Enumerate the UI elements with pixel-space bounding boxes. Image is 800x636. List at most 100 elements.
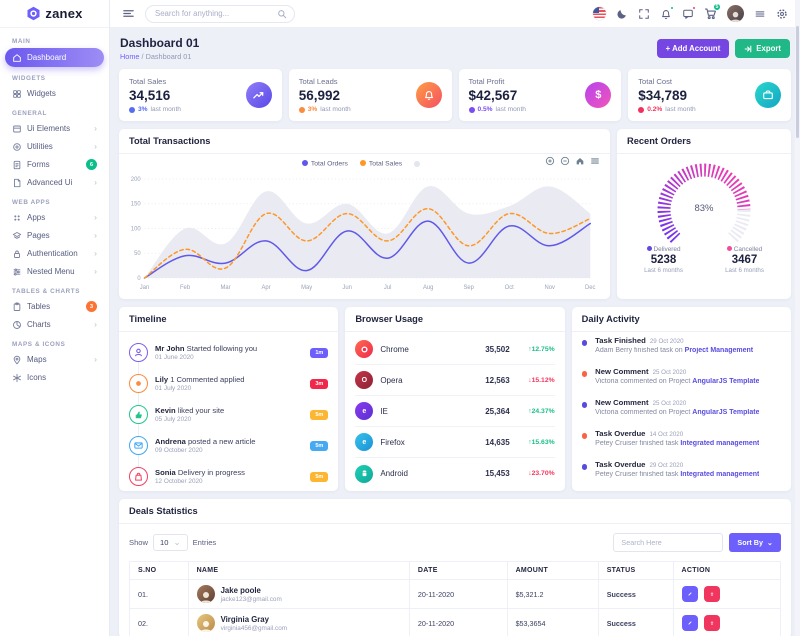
chevron-right-icon: › (94, 319, 97, 330)
app-logo[interactable]: zanex (0, 0, 109, 28)
global-search-input[interactable] (153, 8, 273, 19)
legend-total-sales[interactable]: Total Sales (359, 159, 402, 167)
settings-button[interactable] (776, 8, 788, 20)
activity-link[interactable]: AngularJS Template (692, 409, 760, 416)
add-account-button[interactable]: + Add Account (656, 39, 730, 58)
activity-link[interactable]: Integrated management (680, 471, 760, 478)
breadcrumb-home-link[interactable]: Home (120, 52, 140, 61)
cart-button[interactable]: 5 (704, 3, 721, 20)
fullscreen-button[interactable] (638, 8, 650, 20)
daily-activity-card: Daily Activity Task Finished 29 Oct 2020 … (571, 307, 791, 491)
sidebar-nav: MAIN Dashboard WIDGETS Widgets GENERAL U… (0, 28, 109, 389)
x-axis-label: Mar (221, 285, 231, 291)
list-icon (755, 10, 765, 17)
sidebar-item-dashboard[interactable]: Dashboard (5, 48, 104, 67)
section-web-apps: WEB APPS (12, 199, 51, 206)
forms-count-badge: 6 (86, 159, 97, 170)
zoom-out-icon[interactable] (560, 156, 570, 166)
chevron-right-icon: › (94, 230, 97, 241)
activity-dot (581, 340, 588, 346)
activity-list-button[interactable] (754, 8, 766, 20)
cart-count-badge: 5 (713, 3, 721, 11)
envelope-icon (129, 436, 148, 455)
stat-label: Total Cost (638, 77, 673, 86)
export-button[interactable]: Export (735, 39, 790, 58)
zoom-in-icon[interactable] (545, 156, 555, 166)
sidebar-item-tables[interactable]: Tables 3 (5, 298, 104, 315)
stat-label: Total Profit (468, 77, 505, 86)
sort-by-button[interactable]: Sort By ⌄ (729, 533, 781, 552)
sidebar-item-forms[interactable]: Forms 6 (5, 156, 104, 173)
user-avatar[interactable] (727, 5, 744, 22)
legend-total-orders[interactable]: Total Orders (301, 159, 348, 167)
activity-link[interactable]: Project Management (684, 347, 754, 354)
time-badge: 5m (310, 440, 329, 451)
activity-link[interactable]: Integrated management (680, 440, 760, 447)
chevron-right-icon: › (94, 141, 97, 152)
chevron-down-icon: ⌄ (173, 537, 181, 548)
trash-icon (710, 592, 713, 596)
stat-value: 34,516 (129, 88, 171, 103)
deals-table: S.NO NAME DATE AMOUNT STATUS ACTION 01. (129, 561, 782, 636)
home-reset-icon[interactable] (575, 156, 585, 166)
sidebar-item-utilities[interactable]: Utilities › (5, 138, 104, 155)
us-flag-icon (593, 7, 606, 20)
notifications-button[interactable] (660, 5, 674, 20)
time-badge: 5m (310, 409, 329, 420)
edit-button[interactable] (681, 586, 698, 602)
browser-usage-card: Browser Usage Chrome 35,502 ↑12.75% O Op… (345, 307, 565, 491)
page-header: Dashboard 01 Home / Dashboard 01 + Add A… (120, 36, 790, 61)
stats-row: Total Sales 34,516 3% last month Total Le… (119, 69, 791, 121)
edit-button[interactable] (681, 615, 698, 631)
col-status: STATUS (597, 561, 674, 580)
sidebar-item-authentication[interactable]: Authentication › (5, 245, 104, 262)
sliders-icon (13, 268, 21, 275)
sidebar-item-label: Apps (27, 213, 46, 222)
export-icon (744, 45, 752, 52)
gauge-percent-label: 83% (694, 203, 714, 214)
file-icon (14, 178, 21, 187)
delete-button[interactable] (703, 586, 720, 602)
scrollbar-thumb[interactable] (796, 26, 799, 138)
bell-icon (662, 9, 670, 19)
arrow-up-icon: ↑ (528, 345, 532, 353)
pencil-icon (687, 621, 692, 625)
search-icon[interactable] (277, 9, 287, 19)
sidebar-item-label: Widgets (27, 89, 56, 98)
cancelled-dot (726, 246, 732, 251)
entries-select[interactable]: 10 ⌄ (153, 534, 188, 551)
menu-icon[interactable] (590, 156, 600, 166)
sidebar-item-ui-elements[interactable]: Ui Elements › (5, 120, 104, 137)
android-icon (355, 464, 374, 483)
sidebar: zanex MAIN Dashboard WIDGETS Widgets GEN… (0, 0, 110, 636)
language-flag-button[interactable] (593, 7, 606, 20)
sidebar-item-maps[interactable]: Maps › (5, 351, 104, 368)
table-search-input[interactable] (613, 533, 724, 552)
chart-toolbar (545, 156, 600, 166)
col-action: ACTION (672, 561, 782, 580)
delete-button[interactable] (703, 615, 720, 631)
legend-dot-disabled[interactable] (414, 160, 421, 167)
sidebar-toggle-button[interactable] (122, 7, 135, 20)
col-name: NAME (187, 561, 410, 580)
sidebar-item-pages[interactable]: Pages › (5, 227, 104, 244)
cart-icon (704, 8, 716, 20)
dollar-icon: $ (585, 82, 612, 108)
thumbs-up-icon (129, 405, 148, 424)
timeline-card: Timeline Mr John Started following you 0… (119, 307, 339, 491)
sidebar-item-apps[interactable]: Apps › (5, 209, 104, 226)
sidebar-item-label: Advanced Ui (27, 178, 73, 187)
sidebar-item-nested-menu[interactable]: Nested Menu › (5, 263, 104, 280)
activity-item: New Comment 25 Oct 2020 Victoria commente… (581, 367, 781, 398)
sidebar-item-charts[interactable]: Charts › (5, 316, 104, 333)
sidebar-item-icons[interactable]: Icons (5, 369, 104, 386)
dark-mode-button[interactable] (616, 8, 628, 20)
y-axis-label: 100 (131, 226, 141, 232)
sidebar-item-label: Dashboard (27, 53, 67, 62)
sidebar-item-advanced-ui[interactable]: Advanced Ui › (5, 174, 104, 191)
activity-link[interactable]: AngularJS Template (692, 378, 760, 385)
messages-button[interactable] (682, 5, 696, 20)
gauge-svg (657, 163, 751, 243)
sidebar-item-widgets[interactable]: Widgets (5, 85, 104, 102)
